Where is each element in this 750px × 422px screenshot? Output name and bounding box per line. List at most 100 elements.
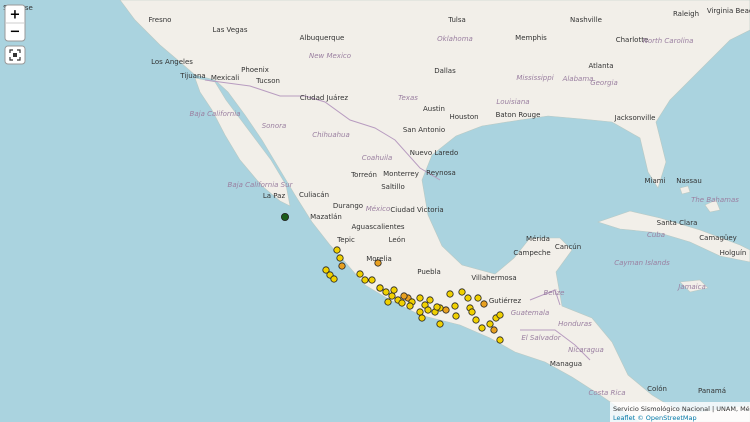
earthquake-marker — [433, 303, 441, 311]
zoom-out[interactable]: − — [10, 25, 21, 40]
earthquake-marker — [368, 276, 376, 284]
city-label: Torreón — [350, 171, 377, 179]
region-label: Baja California Sur — [228, 181, 294, 189]
city-label: Aguascalientes — [351, 223, 404, 231]
earthquake-marker — [480, 300, 488, 308]
city-label: Saltillo — [381, 183, 405, 191]
earthquake-marker — [376, 284, 384, 292]
region-label: El Salvador — [521, 334, 561, 342]
earthquake-marker — [486, 320, 494, 328]
earthquake-marker — [330, 275, 338, 283]
region-label: Cayman Islands — [614, 259, 670, 267]
city-label: Cancún — [555, 243, 581, 251]
earthquake-marker — [496, 311, 504, 319]
attribution-link[interactable]: Leaflet © OpenStreetMap — [613, 414, 697, 422]
region-label: New Mexico — [309, 52, 351, 60]
city-label: Miami — [644, 177, 665, 185]
earthquake-marker — [384, 298, 392, 306]
earthquake-marker — [426, 296, 434, 304]
region-label: Jamaica — [676, 283, 706, 291]
bahamas — [679, 185, 721, 213]
city-label: Camagüey — [699, 234, 737, 242]
city-label: Los Angeles — [151, 58, 193, 66]
region-label: Cuba — [647, 231, 665, 239]
earthquake-marker — [446, 290, 454, 298]
city-label: León — [389, 236, 406, 244]
fullscreen-icon — [13, 53, 17, 57]
region-label: Texas — [398, 94, 418, 102]
region-label: Honduras — [558, 320, 592, 328]
city-label: Raleigh — [673, 10, 699, 18]
region-label: Louisiana — [496, 98, 529, 106]
city-label: Colón — [647, 385, 667, 393]
earthquake-marker — [280, 212, 289, 221]
city-label: Nashville — [570, 16, 602, 24]
city-label: Tepic — [336, 236, 355, 244]
region-label: Sonora — [262, 122, 287, 130]
earthquake-marker — [416, 294, 424, 302]
zoom-in[interactable]: + — [10, 8, 21, 23]
region-label: Alabama — [562, 75, 594, 83]
earthquake-marker — [398, 299, 406, 307]
city-label: Gutiérrez — [489, 297, 522, 305]
city-label: Austin — [423, 105, 445, 113]
earthquake-marker — [418, 314, 426, 322]
earthquake-marker — [361, 276, 369, 284]
city-label: Houston — [449, 113, 478, 121]
region-label: Baja California — [190, 110, 241, 118]
earthquake-marker — [424, 306, 432, 314]
earthquake-marker — [416, 308, 424, 316]
city-label: Tijuana — [179, 72, 205, 80]
region-label: Georgia — [590, 79, 618, 87]
region-label: Oklahoma — [437, 35, 473, 43]
earthquake-marker — [406, 302, 414, 310]
earthquake-marker — [452, 312, 460, 320]
jamaica — [679, 279, 709, 293]
city-label: Tulsa — [447, 16, 466, 24]
earthquake-marker — [333, 246, 341, 254]
region-label: Mississippi — [516, 74, 553, 82]
fullscreen-button[interactable] — [4, 45, 26, 65]
city-label: Dallas — [434, 67, 456, 75]
earthquake-marker — [458, 288, 466, 296]
city-label: Phoenix — [241, 66, 269, 74]
region-label: México — [366, 205, 391, 213]
city-label: Culiacán — [299, 191, 329, 199]
attribution: Servicio Sismológico Nacional | UNAM, Mé… — [613, 405, 750, 413]
city-label: Morelia — [366, 255, 392, 263]
earthquake-marker — [490, 326, 498, 334]
earthquake-marker — [478, 324, 486, 332]
city-label: Memphis — [515, 34, 547, 42]
earthquake-marker — [338, 262, 346, 270]
city-label: Managua — [550, 360, 582, 368]
earthquake-marker — [474, 294, 482, 302]
city-label: La Paz — [263, 192, 286, 200]
border — [204, 79, 441, 181]
city-label: Reynosa — [426, 169, 456, 177]
city-label: Santa Clara — [657, 219, 698, 227]
city-label: Ciudad Victoria — [390, 206, 443, 214]
earthquake-marker — [468, 308, 476, 316]
zoom-control: + − — [4, 4, 26, 42]
city-label: Jacksonville — [614, 114, 656, 122]
earthquake-marker — [374, 259, 382, 267]
city-label: Tucson — [255, 77, 280, 85]
region-label: Chihuahua — [312, 131, 350, 139]
city-label: Mazatlán — [310, 213, 342, 221]
border — [520, 289, 591, 361]
city-label: Fresno — [149, 16, 172, 24]
region-label: Costa Rica — [588, 389, 625, 397]
cuba — [597, 210, 750, 263]
city-label: Ciudad Juárez — [300, 94, 348, 102]
city-label: Puebla — [417, 268, 441, 276]
city-label: Albuquerque — [300, 34, 345, 42]
region-label: Guatemala — [511, 309, 550, 317]
earthquake-marker — [451, 302, 459, 310]
region-label: Nicaragua — [568, 346, 604, 354]
city-label: Panamá — [698, 387, 726, 395]
region-label: North Carolina — [643, 37, 694, 45]
city-label: San Antonio — [403, 126, 445, 134]
city-label: Virginia Beach — [707, 7, 750, 15]
earthquake-marker — [436, 320, 444, 328]
